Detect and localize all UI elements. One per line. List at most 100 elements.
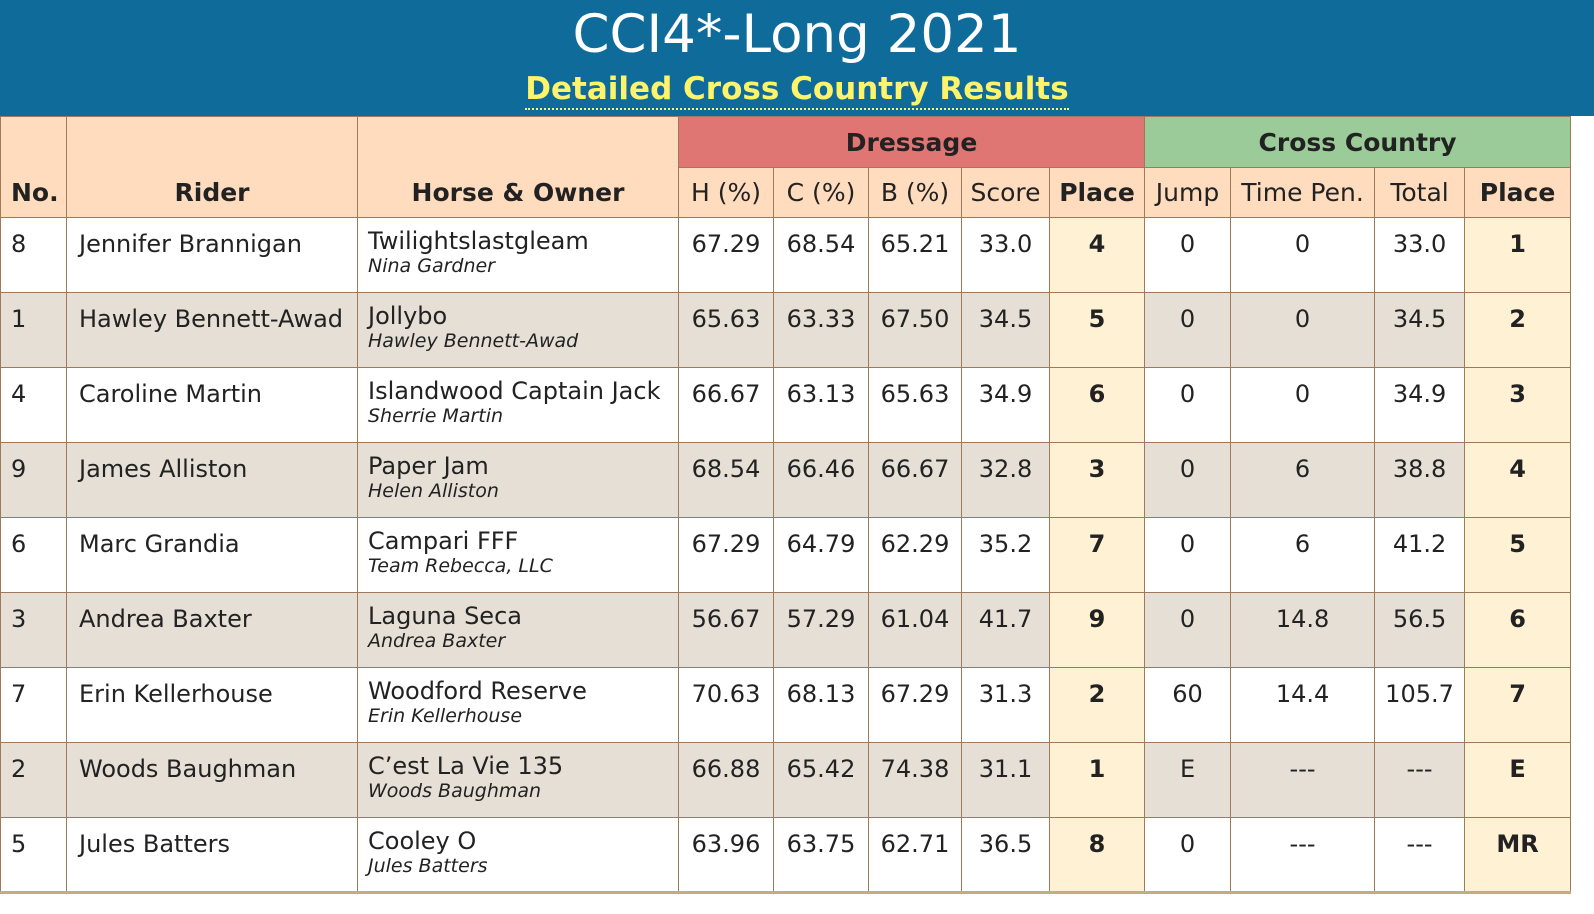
group-header-cross-country: Cross Country [1144,116,1572,168]
cell-xc-place: 3 [1464,367,1572,443]
cell-no: 8 [0,217,67,293]
cell-rider: Jennifer Brannigan [66,217,358,293]
cell-total: 41.2 [1374,517,1466,593]
col-header-h: H (%) [678,167,774,218]
cell-horse-owner: Twilightslastgleam Nina Gardner [357,217,679,293]
cell-h: 70.63 [678,667,774,743]
owner-name: Helen Alliston [368,480,499,502]
cell-b: 66.67 [868,442,962,518]
cell-c: 57.29 [773,592,869,668]
owner-name: Jules Batters [368,855,488,877]
cell-b: 67.50 [868,292,962,368]
cell-total: 34.9 [1374,367,1466,443]
cell-jump: 60 [1144,667,1232,743]
cell-xc-place: E [1464,742,1572,818]
cell-b: 67.29 [868,667,962,743]
horse-name: Campari FFF [368,527,519,555]
cell-jump: 0 [1144,217,1232,293]
cell-rider: Hawley Bennett-Awad [66,292,358,368]
cell-h: 63.96 [678,817,774,894]
cell-score: 35.2 [961,517,1050,593]
cell-horse-owner: Islandwood Captain Jack Sherrie Martin [357,367,679,443]
cell-time-pen: 6 [1230,517,1376,593]
cell-xc-place: 2 [1464,292,1572,368]
owner-name: Andrea Baxter [368,630,506,652]
cell-time-pen: 0 [1230,367,1376,443]
horse-name: Islandwood Captain Jack [368,377,661,405]
subtitle-link[interactable]: Detailed Cross Country Results [525,71,1069,110]
cell-rider: James Alliston [66,442,358,518]
cell-h: 56.67 [678,592,774,668]
horse-name: C’est La Vie 135 [368,752,564,780]
cell-score: 32.8 [961,442,1050,518]
horse-name: Woodford Reserve [368,677,587,705]
cell-c: 63.13 [773,367,869,443]
cell-jump: 0 [1144,817,1232,894]
cell-score: 31.1 [961,742,1050,818]
cell-score: 41.7 [961,592,1050,668]
cell-time-pen: 6 [1230,442,1376,518]
group-header-dressage: Dressage [677,116,1146,168]
cell-total: 56.5 [1374,592,1466,668]
cell-c: 64.79 [773,517,869,593]
cell-score: 34.5 [961,292,1050,368]
cell-h: 66.67 [678,367,774,443]
cell-rider: Woods Baughman [66,742,358,818]
cell-xc-place: 7 [1464,667,1572,743]
cell-dressage-place: 5 [1048,292,1146,368]
owner-name: Sherrie Martin [368,405,504,427]
cell-rider: Caroline Martin [66,367,358,443]
col-header-total: Total [1374,167,1466,218]
cell-no: 2 [0,742,67,818]
cell-horse-owner: Jollybo Hawley Bennett-Awad [357,292,679,368]
cell-score: 34.9 [961,367,1050,443]
cell-xc-place: 6 [1464,592,1572,668]
cell-b: 65.21 [868,217,962,293]
cell-horse-owner: Woodford Reserve Erin Kellerhouse [357,667,679,743]
cell-score: 31.3 [961,667,1050,743]
cell-xc-place: 1 [1464,217,1572,293]
cell-c: 68.54 [773,217,869,293]
cell-dressage-place: 8 [1048,817,1146,894]
cell-rider: Jules Batters [66,817,358,894]
cell-jump: E [1144,742,1232,818]
cell-c: 66.46 [773,442,869,518]
cell-total: --- [1374,742,1466,818]
cell-time-pen: 0 [1230,217,1376,293]
cell-no: 4 [0,367,67,443]
cell-rider: Marc Grandia [66,517,358,593]
cell-time-pen: --- [1230,817,1376,894]
col-header-no: No. [0,116,67,218]
table-row: 8 Jennifer Brannigan Twilightslastgleam N… [0,217,1572,293]
cell-dressage-place: 7 [1048,517,1146,593]
cell-rider: Erin Kellerhouse [66,667,358,743]
cell-time-pen: 0 [1230,292,1376,368]
cell-total: 33.0 [1374,217,1466,293]
cell-time-pen: --- [1230,742,1376,818]
cell-b: 65.63 [868,367,962,443]
cell-total: 34.5 [1374,292,1466,368]
cell-dressage-place: 1 [1048,742,1146,818]
cell-c: 63.75 [773,817,869,894]
col-header-b: B (%) [868,167,962,218]
cell-h: 66.88 [678,742,774,818]
cell-c: 65.42 [773,742,869,818]
cell-score: 33.0 [961,217,1050,293]
horse-name: Cooley O [368,827,477,855]
cell-h: 67.29 [678,517,774,593]
cell-no: 6 [0,517,67,593]
cell-dressage-place: 3 [1048,442,1146,518]
horse-name: Twilightslastgleam [368,227,589,255]
owner-name: Nina Gardner [368,255,495,277]
cell-h: 68.54 [678,442,774,518]
cell-no: 1 [0,292,67,368]
cell-total: 105.7 [1374,667,1466,743]
horse-name: Jollybo [368,302,448,330]
table-row: 4 Caroline Martin Islandwood Captain Jac… [0,367,1572,443]
cell-dressage-place: 4 [1048,217,1146,293]
results-body: 8 Jennifer Brannigan Twilightslastgleam N… [0,217,1572,894]
cell-dressage-place: 6 [1048,367,1146,443]
cell-jump: 0 [1144,592,1232,668]
cell-dressage-place: 9 [1048,592,1146,668]
cell-xc-place: 4 [1464,442,1572,518]
